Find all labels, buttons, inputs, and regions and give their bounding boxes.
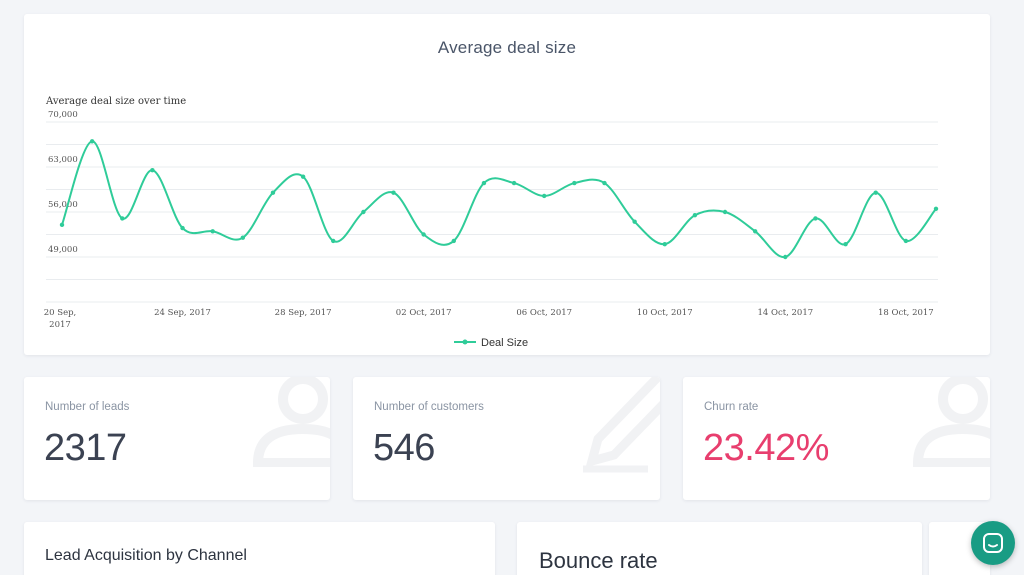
- customers-stat-card: Number of customers 546: [353, 377, 660, 500]
- deal-size-point: [150, 168, 155, 173]
- deal-size-point: [722, 209, 728, 215]
- x-tick-label: 10 Oct, 2017: [637, 308, 693, 318]
- lead-acquisition-title: Lead Acquisition by Channel: [45, 547, 247, 564]
- deal-size-point: [511, 180, 517, 186]
- average-deal-size-card: Average deal size Average deal size over…: [24, 14, 990, 355]
- chat-launcher-button[interactable]: [971, 521, 1015, 565]
- x-tick-label: 20 Sep,: [44, 308, 77, 318]
- x-tick-label: 28 Sep, 2017: [275, 308, 332, 318]
- lead-acquisition-card: Lead Acquisition by Channel: [24, 522, 495, 575]
- churn-value: 23.42%: [703, 427, 829, 469]
- x-tick-label: 2017: [49, 320, 71, 330]
- deal-size-point: [180, 225, 185, 231]
- chart-subtitle: Average deal size over time: [45, 96, 186, 107]
- legend-label: Deal Size: [481, 337, 528, 349]
- deal-size-point: [59, 222, 65, 228]
- deal-size-point: [481, 180, 487, 186]
- deal-size-point: [783, 254, 788, 260]
- deal-size-point: [300, 174, 306, 179]
- deal-size-point: [451, 238, 456, 244]
- deal-size-point: [662, 241, 667, 247]
- deal-size-point: [602, 180, 607, 186]
- y-tick-label: 70,000: [48, 110, 78, 120]
- customers-value: 546: [373, 427, 435, 469]
- y-tick-label: 49,000: [48, 245, 78, 255]
- deal-size-point: [120, 216, 125, 221]
- y-tick-label: 63,000: [48, 155, 78, 165]
- x-tick-label: 18 Oct, 2017: [878, 308, 934, 318]
- deal-size-line-chart: Average deal size over time 70,000 63,000 5…: [44, 96, 939, 349]
- deal-size-point: [752, 229, 758, 234]
- deal-size-point: [692, 213, 698, 218]
- deal-size-point: [542, 193, 547, 199]
- bounce-rate-card: Bounce rate: [517, 522, 922, 575]
- customers-label: Number of customers: [374, 401, 484, 413]
- user-icon: [912, 377, 990, 467]
- deal-size-point: [903, 238, 909, 244]
- deal-size-point: [210, 229, 215, 234]
- x-tick-label: 06 Oct, 2017: [516, 308, 572, 318]
- deal-size-point: [240, 235, 246, 240]
- deal-size-point: [270, 190, 276, 195]
- leads-stat-card: Number of leads 2317: [24, 377, 330, 500]
- deal-size-point: [391, 190, 396, 195]
- deal-size-point: [813, 216, 818, 221]
- deal-size-point: [361, 209, 366, 215]
- churn-label: Churn rate: [704, 401, 759, 413]
- deal-size-point: [843, 241, 848, 247]
- x-tick-label: 14 Oct, 2017: [757, 308, 813, 318]
- leads-value: 2317: [44, 427, 127, 469]
- deal-size-point: [873, 190, 878, 195]
- user-icon: [252, 377, 330, 467]
- chart-card-title: Average deal size: [437, 38, 577, 57]
- pen-icon: [583, 377, 660, 473]
- deal-size-point: [421, 232, 426, 237]
- x-tick-label: 02 Oct, 2017: [396, 308, 452, 318]
- legend-point-swatch: [462, 339, 468, 345]
- deal-size-series-line: [61, 140, 937, 259]
- x-tick-label: 24 Sep, 2017: [154, 308, 211, 318]
- churn-stat-card: Churn rate 23.42%: [683, 377, 990, 500]
- deal-size-point: [632, 219, 637, 224]
- chat-icon: [983, 533, 1003, 553]
- y-tick-label: 56,000: [48, 200, 78, 210]
- bounce-rate-title: Bounce rate: [539, 548, 658, 573]
- deal-size-point: [331, 238, 336, 244]
- leads-label: Number of leads: [45, 401, 130, 413]
- deal-size-point: [89, 139, 95, 144]
- deal-size-point: [933, 206, 939, 211]
- deal-size-point: [572, 180, 577, 186]
